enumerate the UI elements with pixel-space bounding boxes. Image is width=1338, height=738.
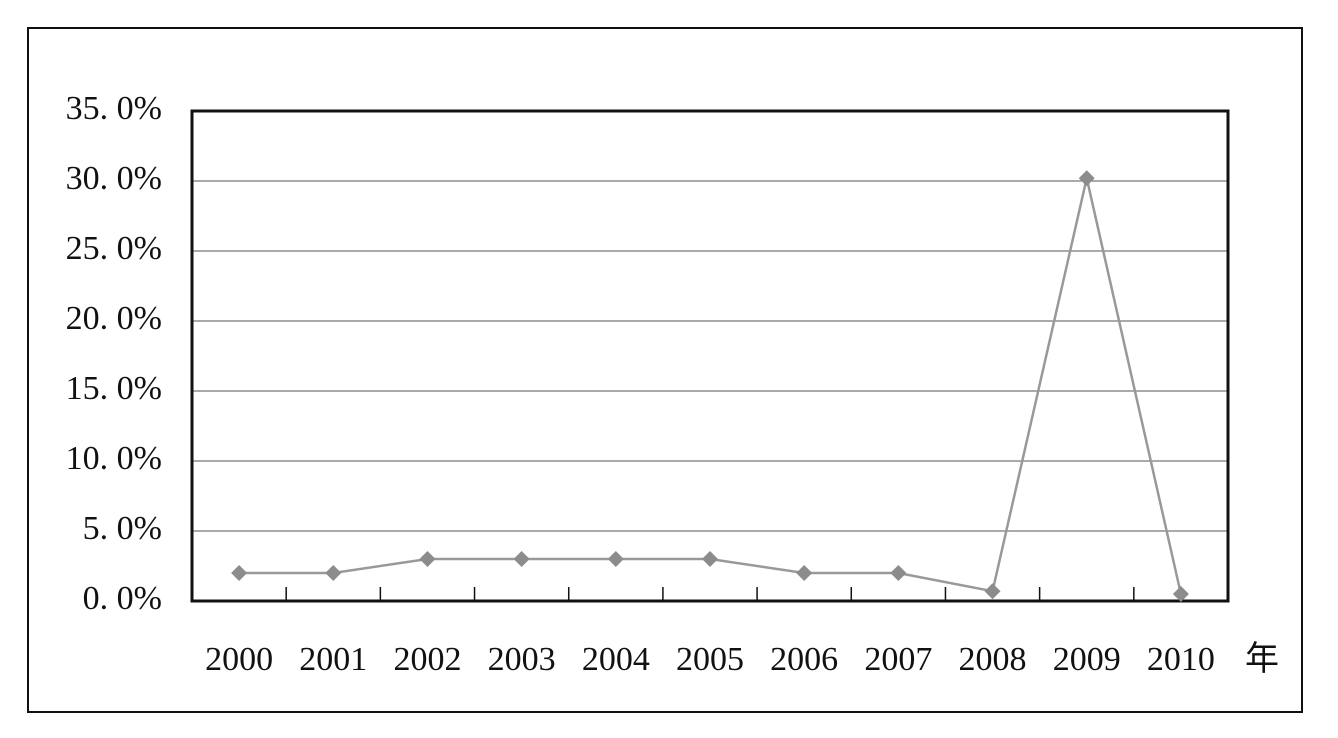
plot-frame: [190, 109, 1230, 603]
y-tick-label: 0. 0%: [83, 580, 162, 617]
y-tick-label: 5. 0%: [83, 510, 162, 547]
data-point: [325, 565, 342, 581]
data-point: [231, 565, 248, 581]
x-tick-label: 2005: [676, 641, 744, 678]
data-point: [796, 565, 813, 581]
y-tick-label: 15. 0%: [66, 370, 162, 407]
y-tick-label: 20. 0%: [66, 300, 162, 337]
x-tick-label: 2000: [205, 641, 273, 678]
data-point: [1172, 586, 1189, 602]
chart-frame: [27, 27, 1303, 713]
x-tick-label: 2001: [299, 641, 367, 678]
x-tick-label: 2007: [864, 641, 932, 678]
x-tick-label: 2009: [1053, 641, 1121, 678]
y-tick-label: 35. 0%: [66, 90, 162, 127]
data-point: [890, 565, 907, 581]
x-tick-label: 2002: [393, 641, 461, 678]
y-tick-label: 10. 0%: [66, 440, 162, 477]
y-tick-label: 30. 0%: [66, 160, 162, 197]
y-tick-label: 25. 0%: [66, 230, 162, 267]
data-point: [607, 551, 624, 567]
x-tick-label: 2008: [959, 641, 1027, 678]
data-point: [702, 551, 718, 567]
data-point: [513, 551, 530, 567]
x-tick-label: 2006: [770, 641, 838, 678]
data-point: [984, 583, 1001, 600]
data-point: [1078, 170, 1095, 187]
x-tick-label: 2010: [1147, 641, 1215, 678]
x-tick-label: 2003: [488, 641, 556, 678]
x-axis-label: 年: [1245, 640, 1279, 678]
x-tick-label: 2004: [582, 641, 650, 678]
data-point: [419, 551, 436, 567]
